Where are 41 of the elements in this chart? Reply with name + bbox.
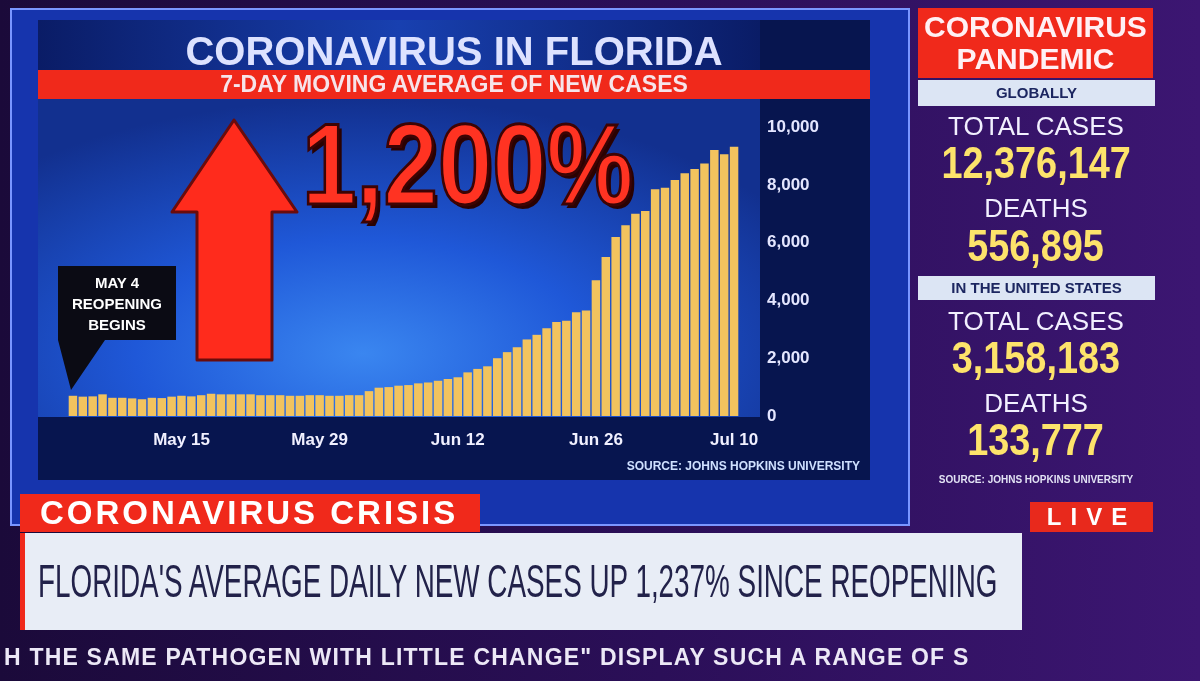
y-tick-label: 4,000 (767, 290, 810, 310)
text: CORONAVIRUS PANDEMIC (919, 10, 1152, 75)
text: IN THE UNITED STATES (951, 279, 1122, 297)
bar (354, 395, 364, 416)
bar (729, 146, 739, 416)
bar (68, 395, 78, 416)
bar (591, 280, 601, 416)
y-tick-label: 8,000 (767, 174, 810, 194)
x-tick-label: Jun 26 (568, 429, 623, 449)
text: FLORIDA'S AVERAGE DAILY NEW CASES UP 1,237% SINCE REOPENING (38, 555, 998, 608)
bar (364, 391, 374, 416)
text: CORONAVIRUS CRISIS (40, 494, 459, 532)
bar (206, 393, 216, 416)
chart-title: CORONAVIRUS IN FLORIDA (185, 28, 723, 74)
x-tick-label: May 15 (153, 429, 210, 449)
bar (147, 397, 157, 416)
text: LIVE (1046, 503, 1137, 531)
bar (512, 347, 522, 416)
chart-subtitle: 7-DAY MOVING AVERAGE OF NEW CASES (220, 71, 688, 98)
source-note: SOURCE: JOHNS HOPKINS UNIVERSITY (938, 474, 1134, 486)
annotation: MAY 4 REOPENING BEGINS (71, 272, 163, 335)
x-tick-label: Jun 12 (430, 429, 485, 449)
bar (137, 399, 147, 416)
bar (216, 394, 226, 416)
bar (502, 352, 512, 416)
bar (285, 395, 295, 416)
y-tick-label: 0 (767, 405, 777, 425)
y-tick-label: 6,000 (767, 232, 810, 252)
bar (433, 380, 443, 416)
text: H THE SAME PATHOGEN WITH LITTLE CHANGE" DISPLAY SUCH A RANGE OF S (4, 643, 970, 671)
text: GLOBALLY (995, 84, 1078, 102)
x-tick-label: May 29 (291, 429, 348, 449)
source-note: SOURCE: JOHNS HOPKINS UNIVERSITY (626, 459, 860, 474)
x-tick-label: Jul 10 (709, 429, 759, 449)
bar (581, 310, 591, 416)
y-tick-label: 2,000 (767, 347, 810, 367)
y-tick-label: 10,000 (767, 116, 819, 136)
bar (443, 379, 453, 416)
annotation: 1,200% (302, 100, 634, 228)
bar (295, 395, 305, 416)
bar (660, 187, 670, 416)
